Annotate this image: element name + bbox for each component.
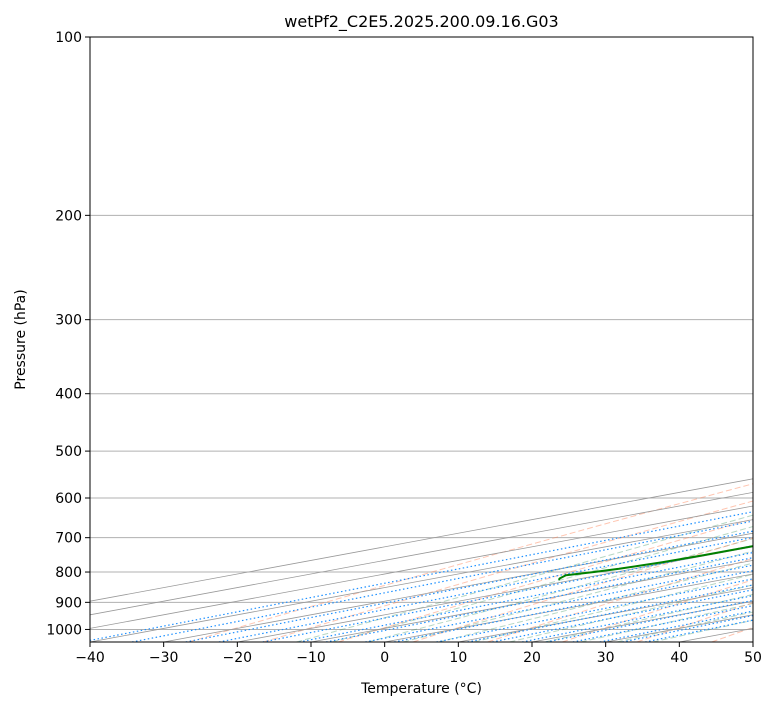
y-tick-label: 300 <box>55 313 82 329</box>
x-axis-ticks: −40 −30 −20 −10 0 10 20 30 40 50 <box>75 642 762 666</box>
isotherm-line <box>90 519 753 642</box>
dry-adiabat-line <box>338 518 753 642</box>
y-tick-label: 400 <box>55 387 82 403</box>
x-tick-label: −20 <box>223 650 253 666</box>
y-tick-label: 1000 <box>46 622 82 638</box>
chart-title: wetPf2_C2E5.2025.200.09.16.G03 <box>284 12 558 32</box>
plot-frame <box>89 36 754 643</box>
x-tick-label: 10 <box>449 650 467 666</box>
mixing-ratio-line <box>218 536 753 642</box>
isotherms <box>90 478 753 642</box>
y-tick-label: 100 <box>55 30 82 46</box>
x-axis-label: Temperature (°C) <box>360 681 482 697</box>
mixing-ratio-line <box>572 605 753 642</box>
moist-adiabat-line <box>509 584 753 642</box>
pressure-gridlines <box>90 37 753 630</box>
moist-adiabat-line <box>367 538 753 642</box>
mixing-ratio-line <box>262 545 753 642</box>
isotherm-line <box>90 478 753 602</box>
x-tick-label: 0 <box>380 650 389 666</box>
isotherm-line <box>90 491 753 616</box>
x-tick-label: 20 <box>523 650 541 666</box>
y-tick-label: 500 <box>55 444 82 460</box>
isotherm-line <box>90 505 753 629</box>
x-tick-label: −10 <box>296 650 326 666</box>
moist-adiabat-line <box>438 562 753 642</box>
y-tick-label: 200 <box>55 208 82 224</box>
moist-adiabat-line <box>296 514 753 642</box>
mixing-ratio-lines <box>90 511 753 642</box>
y-axis-label: Pressure (hPa) <box>13 289 29 389</box>
mixing-ratio-line <box>299 551 753 642</box>
dry-adiabats <box>188 483 753 642</box>
x-tick-label: −40 <box>75 650 105 666</box>
x-tick-label: 40 <box>670 650 688 666</box>
plot-area: 0.10.20.40.611.52346810131620253036 -100… <box>90 37 753 642</box>
moist-adiabats <box>296 514 753 642</box>
isotherm-line <box>163 532 753 642</box>
y-axis-ticks: 100 200 300 400 500 600 700 800 900 1000 <box>46 30 90 638</box>
x-tick-label: 50 <box>744 650 762 666</box>
mixing-ratio-line <box>546 599 753 642</box>
mixing-ratio-line <box>325 557 753 642</box>
y-tick-label: 900 <box>55 595 82 611</box>
x-tick-label: −30 <box>149 650 179 666</box>
x-tick-label: 30 <box>597 650 615 666</box>
y-tick-label: 700 <box>55 531 82 547</box>
mixing-ratio-line <box>90 511 753 642</box>
y-tick-label: 800 <box>55 565 82 581</box>
y-tick-label: 600 <box>55 491 82 507</box>
dry-adiabat-line <box>263 500 753 642</box>
dry-adiabat-line <box>487 557 753 642</box>
